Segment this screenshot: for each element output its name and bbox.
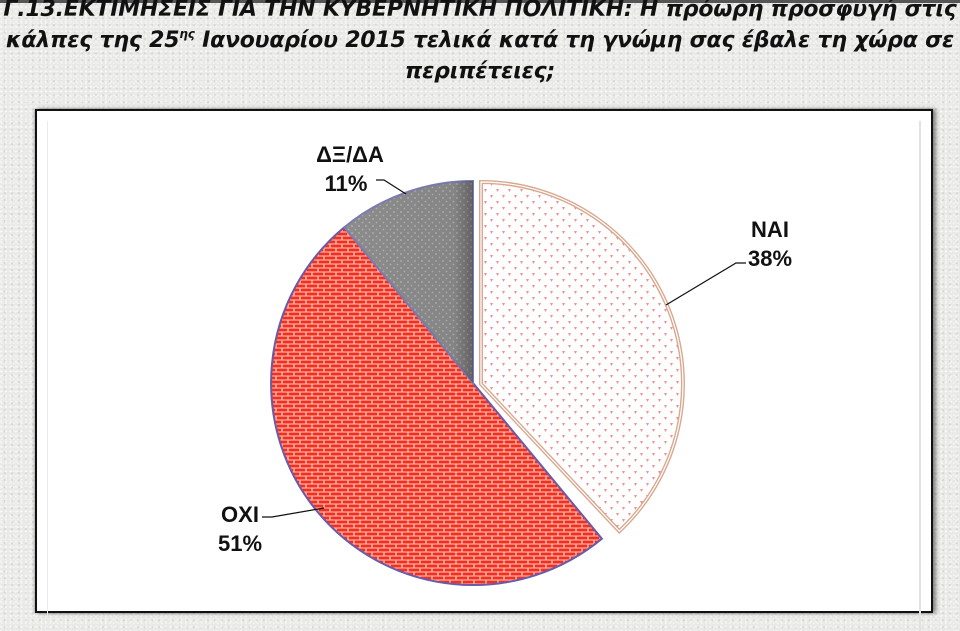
- label-dk-value: 11%: [324, 171, 368, 196]
- label-dk-name: ΔΞ/ΔΑ: [316, 142, 384, 167]
- data-label-yes: ΝΑΙ 38%: [720, 215, 820, 273]
- pie-slice-yes: [479, 179, 685, 535]
- title-line-3: περιπέτειες;: [404, 59, 556, 84]
- label-no-value: 51%: [217, 531, 263, 556]
- title-line-2-start: κάλπες της 25: [5, 28, 180, 53]
- title-line-1: Γ.13.ΕΚΤΙΜΗΣΕΙΣ ΓΙΑ ΤΗΝ ΚΥΒΕΡΝΗΤΙΚΗ ΠΟΛΙ…: [3, 0, 957, 22]
- top-border-bar: [0, 0, 960, 3]
- data-label-no: ΟΧΙ 51%: [190, 500, 290, 558]
- leader-line-yes: [665, 262, 746, 306]
- title-line-2-end: Ιανουαρίου 2015 τελικά κατά τη γνώμη σας…: [194, 28, 955, 53]
- title-superscript: ης: [179, 27, 195, 41]
- label-yes-value: 38%: [747, 246, 793, 271]
- label-no-name: ΟΧΙ: [221, 502, 259, 527]
- label-yes-name: ΝΑΙ: [751, 217, 789, 242]
- chart-title: Γ.13.ΕΚΤΙΜΗΣΕΙΣ ΓΙΑ ΤΗΝ ΚΥΒΕΡΝΗΤΙΚΗ ΠΟΛΙ…: [0, 0, 960, 87]
- data-label-dk: ΔΞ/ΔΑ 11%: [300, 140, 400, 198]
- title-line-2: κάλπες της 25ης Ιανουαρίου 2015 τελικά κ…: [0, 25, 960, 56]
- pie-slice-no: [270, 225, 604, 587]
- leader-line-no: [262, 507, 325, 518]
- leader-line-dk: [376, 179, 407, 195]
- pie-chart: [262, 179, 746, 587]
